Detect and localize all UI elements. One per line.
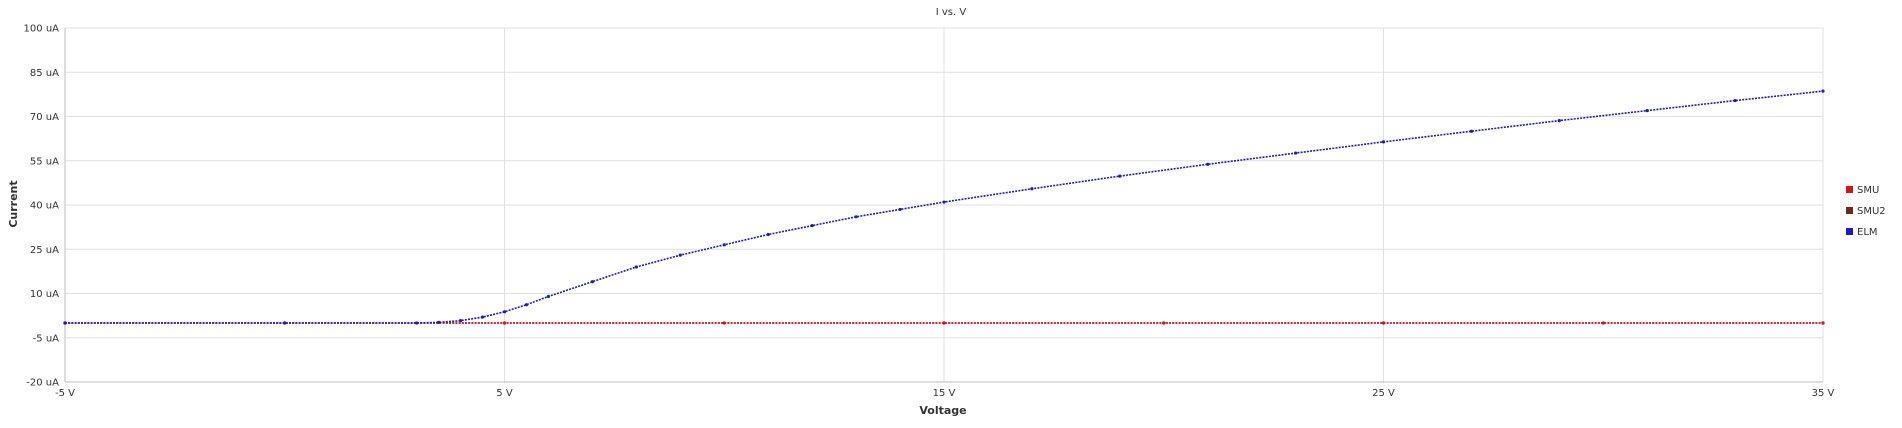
data-point-smu	[1601, 321, 1605, 325]
series-elm	[63, 89, 1825, 325]
x-axis-title: Voltage	[919, 404, 966, 417]
data-point-elm	[854, 215, 858, 219]
data-point-smu	[1162, 321, 1166, 325]
y-tick-label: 70 uA	[30, 112, 59, 123]
legend-swatch	[1846, 186, 1853, 193]
data-point-elm	[1645, 109, 1649, 113]
data-point-smu	[1821, 321, 1825, 325]
y-tick-label: 100 uA	[24, 24, 60, 35]
legend-item-elm[interactable]: ELM	[1846, 227, 1878, 238]
data-point-elm	[1821, 89, 1825, 93]
legend: SMU SMU2 ELM	[1846, 185, 1886, 238]
data-point-smu	[722, 321, 726, 325]
legend-item-smu[interactable]: SMU	[1846, 185, 1879, 196]
x-tick-label: 35 V	[1812, 388, 1835, 399]
data-point-elm	[1469, 129, 1473, 133]
grid	[64, 27, 1824, 383]
legend-label: ELM	[1857, 227, 1878, 238]
chart-title: I vs. V	[936, 7, 967, 18]
data-point-smu	[502, 321, 507, 325]
data-point-elm	[1030, 187, 1034, 191]
data-point-smu	[1381, 321, 1386, 325]
data-point-elm	[1733, 98, 1737, 103]
data-point-elm	[546, 294, 551, 299]
data-point-elm	[480, 315, 485, 319]
series-line-elm	[65, 90, 1824, 324]
data-point-elm	[1557, 119, 1561, 123]
data-point-elm	[942, 200, 946, 204]
y-tick-label: 55 uA	[30, 156, 59, 167]
data-point-elm	[63, 321, 67, 325]
x-tick-label: 5 V	[496, 388, 513, 399]
data-point-elm	[766, 232, 770, 237]
data-point-elm	[502, 310, 507, 314]
x-tick-label: 25 V	[1372, 388, 1395, 399]
data-point-elm	[810, 224, 814, 228]
y-tick-label: 10 uA	[30, 289, 59, 300]
series-layer	[63, 89, 1825, 325]
data-point-elm	[436, 320, 441, 325]
y-tick-label: 25 uA	[30, 245, 59, 256]
data-point-elm	[1206, 162, 1210, 166]
data-point-smu	[942, 321, 946, 325]
data-point-elm	[283, 321, 287, 325]
y-tick-label: -20 uA	[26, 378, 59, 389]
x-tick-label: -5 V	[55, 388, 75, 399]
data-point-elm	[1381, 140, 1386, 144]
legend-swatch	[1846, 207, 1853, 214]
y-axis-title: Current	[7, 180, 20, 227]
y-tick-label: 40 uA	[30, 201, 59, 212]
data-point-elm	[524, 303, 529, 307]
legend-label: SMU2	[1857, 206, 1886, 217]
data-point-elm	[678, 253, 682, 257]
data-point-elm	[458, 319, 463, 323]
x-tick-label: 15 V	[933, 388, 956, 399]
data-point-elm	[590, 280, 595, 284]
legend-swatch	[1846, 228, 1853, 235]
data-point-elm	[722, 243, 726, 247]
data-point-elm	[415, 321, 419, 325]
data-point-elm	[898, 207, 902, 212]
y-tick-label: -5 uA	[33, 333, 59, 344]
data-point-elm	[1294, 151, 1298, 155]
y-tick-label: 85 uA	[30, 68, 59, 79]
legend-label: SMU	[1857, 185, 1879, 196]
labels: I vs. V Voltage Current -5 V 5 V 15 V 25 V 3…	[7, 7, 1835, 417]
legend-item-smu2[interactable]: SMU2	[1846, 206, 1886, 217]
data-point-elm	[634, 265, 638, 269]
data-point-elm	[1118, 174, 1122, 178]
